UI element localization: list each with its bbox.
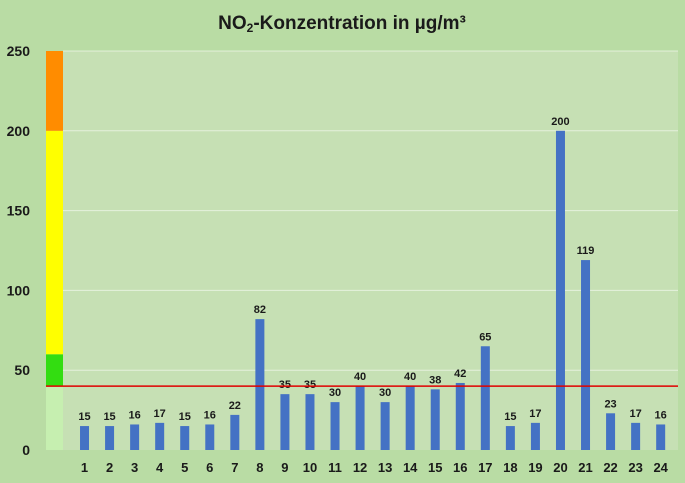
bar-15: [430, 389, 440, 450]
data-label: 15: [78, 411, 90, 423]
data-label: 35: [279, 379, 291, 391]
bar-8: [255, 319, 265, 450]
x-tick-label: 2: [106, 460, 113, 475]
data-label: 16: [655, 409, 667, 421]
x-tick-label: 11: [328, 460, 342, 475]
scale-band-3: [46, 51, 63, 131]
bar-18: [505, 426, 515, 450]
x-tick-label: 9: [281, 460, 288, 475]
bar-2: [105, 426, 115, 450]
chart-title: NO2-Konzentration in µg/m³: [218, 13, 466, 35]
data-label: 23: [604, 398, 616, 410]
data-label: 30: [329, 387, 341, 399]
x-tick-label: 1: [81, 460, 88, 475]
x-tick-label: 18: [503, 460, 517, 475]
x-tick-label: 6: [206, 460, 213, 475]
bar-19: [530, 422, 540, 450]
x-tick-label: 7: [231, 460, 238, 475]
bar-23: [631, 422, 641, 450]
data-label: 22: [229, 400, 241, 412]
data-labels: 15 15 16 17 15 16 22 82 35 35 30 40 30 40 38 42 65 15 17 20…: [78, 116, 666, 423]
bar-6: [205, 424, 215, 450]
x-tick-label: 15: [428, 460, 442, 475]
bar-24: [656, 424, 666, 450]
bar-17: [480, 346, 490, 450]
y-tick-label: 200: [7, 123, 31, 139]
scale-band-0: [46, 386, 63, 450]
x-tick-label: 24: [653, 460, 668, 475]
data-label: 15: [179, 411, 191, 423]
x-axis-ticks: 1 2 3 4 5 6 7 8 9 10 11 12 13 14 15 16 17 18 19 20 21 22 23 24: [81, 460, 669, 475]
bar-4: [155, 422, 165, 450]
data-label: 35: [304, 379, 316, 391]
data-label: 16: [129, 409, 141, 421]
x-tick-label: 4: [156, 460, 164, 475]
y-axis-ticks: 0 50 100 150 200 250: [7, 43, 31, 458]
y-tick-label: 100: [7, 282, 31, 298]
data-label: 16: [204, 409, 216, 421]
x-tick-label: 23: [628, 460, 642, 475]
x-tick-label: 14: [403, 460, 418, 475]
bar-13: [380, 402, 390, 450]
x-tick-label: 10: [303, 460, 317, 475]
data-label: 119: [577, 245, 595, 257]
data-label: 65: [479, 331, 491, 343]
y-tick-label: 150: [7, 203, 31, 219]
scale-bands: [46, 51, 63, 450]
y-tick-label: 0: [22, 442, 30, 458]
bar-7: [230, 414, 240, 450]
x-tick-label: 5: [181, 460, 188, 475]
data-label: 17: [630, 408, 642, 420]
bar-3: [130, 424, 140, 450]
bar-20: [555, 130, 565, 451]
data-label: 82: [254, 304, 266, 316]
bar-9: [280, 394, 290, 450]
data-label: 40: [404, 371, 416, 383]
scale-band-1: [46, 354, 63, 387]
x-tick-label: 17: [478, 460, 492, 475]
bar-1: [80, 426, 90, 450]
bar-10: [305, 394, 315, 450]
x-tick-label: 3: [131, 460, 138, 475]
x-tick-label: 20: [553, 460, 567, 475]
scale-band-2: [46, 130, 63, 355]
data-label: 17: [529, 408, 541, 420]
x-tick-label: 16: [453, 460, 467, 475]
bar-14: [405, 386, 415, 450]
x-tick-label: 19: [528, 460, 542, 475]
chart-title-pre: NO: [218, 13, 247, 34]
data-label: 200: [551, 116, 569, 128]
data-label: 15: [103, 411, 115, 423]
bar-12: [355, 386, 365, 450]
bar-22: [606, 413, 616, 450]
data-label: 30: [379, 387, 391, 399]
x-tick-label: 8: [256, 460, 263, 475]
bars: [80, 130, 666, 451]
data-label: 42: [454, 368, 466, 380]
bar-5: [180, 426, 190, 450]
gridlines: [63, 50, 678, 371]
x-tick-label: 13: [378, 460, 392, 475]
plot-area: [46, 51, 678, 450]
data-label: 38: [429, 374, 441, 386]
bar-11: [330, 402, 340, 450]
data-label: 15: [504, 411, 516, 423]
data-label: 17: [154, 408, 166, 420]
x-tick-label: 22: [603, 460, 617, 475]
data-label: 40: [354, 371, 366, 383]
chart-title-post: -Konzentration in µg/m³: [253, 13, 466, 34]
x-tick-label: 21: [578, 460, 592, 475]
chart-title-sub: 2: [247, 21, 254, 35]
bar-21: [581, 260, 591, 450]
x-tick-label: 12: [353, 460, 367, 475]
bar-16: [455, 382, 465, 450]
y-tick-label: 50: [14, 362, 30, 378]
y-tick-label: 250: [7, 43, 31, 59]
